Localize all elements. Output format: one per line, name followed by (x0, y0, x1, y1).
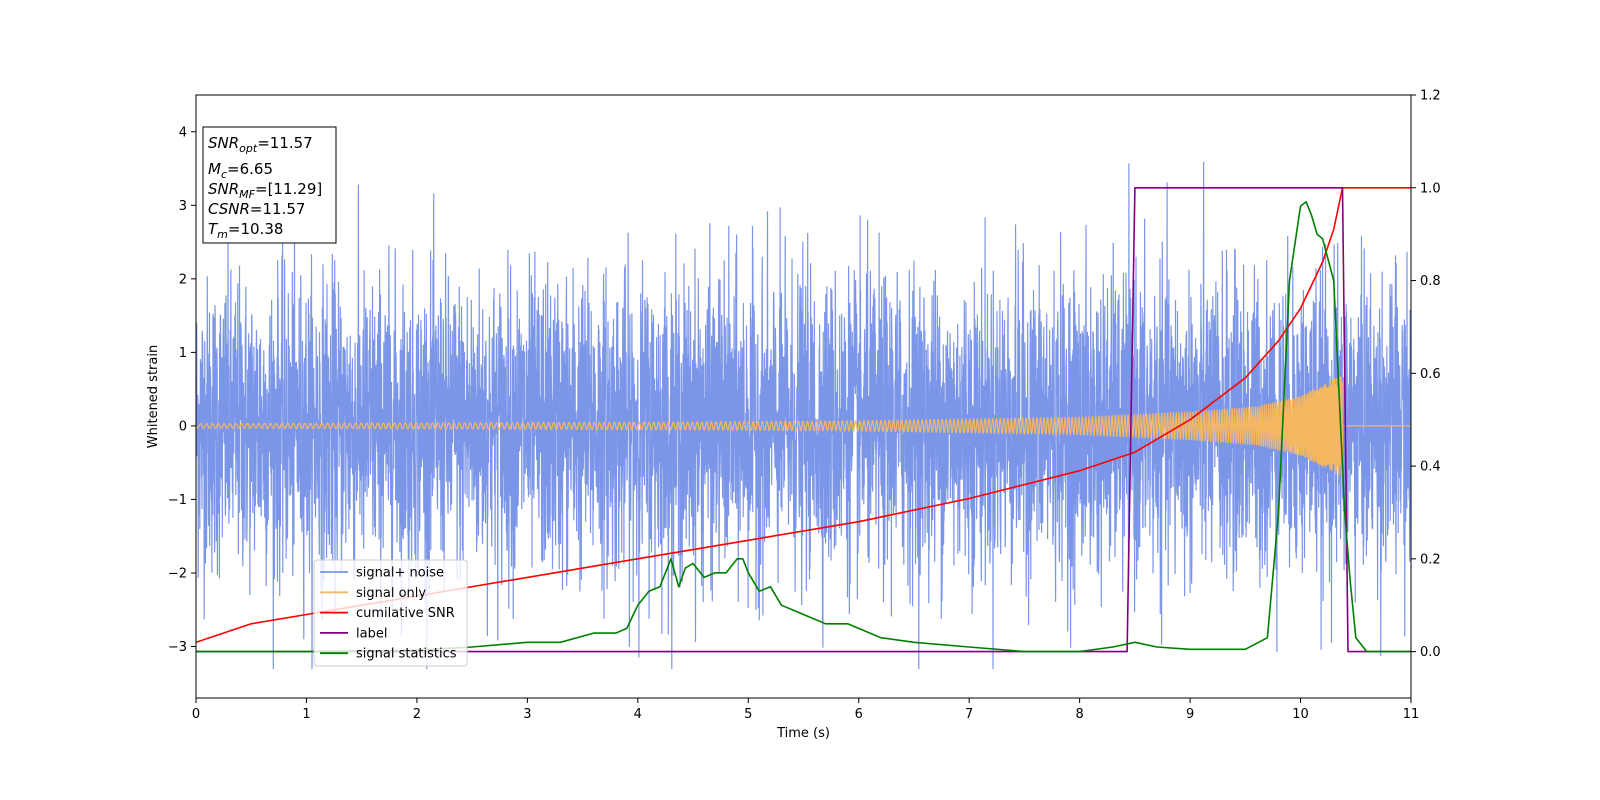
y2-tick-label: 0.2 (1420, 552, 1441, 567)
x-tick-label: 8 (1075, 707, 1083, 722)
x-tick-label: 4 (634, 707, 642, 722)
x-ticks: 0 1 2 3 4 5 6 7 8 9 10 11 (192, 698, 1419, 722)
csnr-label: CSNR (208, 200, 250, 218)
x-tick-label: 6 (855, 707, 863, 722)
snr-mf-label: SNR (208, 180, 239, 198)
x-tick-label: 3 (523, 707, 531, 722)
y-tick-label: 0 (179, 419, 187, 434)
snr-mf-sub: MF (239, 188, 255, 201)
info-box: SNRopt=11.57 Mc=6.65 SNRMF=[11.29] CSNR=… (202, 126, 337, 244)
y-tick-label: 2 (179, 272, 187, 287)
snr-opt-label: SNR (208, 134, 239, 152)
y-tick-label: 4 (179, 125, 187, 140)
x-tick-label: 9 (1186, 707, 1194, 722)
x-axis-label: Time (s) (776, 726, 830, 741)
snr-opt-sub: opt (239, 142, 258, 155)
series-label (196, 187, 1411, 653)
y2-tick-label: 1.2 (1420, 89, 1441, 104)
y-tick-label: −3 (168, 640, 187, 655)
snr-mf-value: =[11.29] (255, 180, 322, 198)
legend-label: cumilative SNR (356, 606, 455, 621)
tm-sub: m (217, 228, 228, 241)
y2-tick-label: 1.0 (1420, 181, 1441, 196)
x-tick-label: 7 (965, 707, 973, 722)
tm-annotation: Tm=10.38 (208, 220, 283, 241)
legend-frame (313, 559, 468, 667)
mc-label: M (208, 160, 221, 178)
series-signal-noise (196, 161, 1411, 670)
y2-tick-label: 0.4 (1420, 460, 1441, 475)
x-tick-label: 1 (302, 707, 310, 722)
mc-sub: c (221, 168, 227, 181)
snr-opt-annotation: SNRopt=11.57 (208, 134, 313, 155)
tm-label: T (208, 220, 219, 238)
legend-label: signal only (356, 586, 426, 601)
tm-value: =10.38 (228, 220, 284, 238)
y2-ticks: 0.0 0.2 0.4 0.6 0.8 1.0 1.2 (1411, 89, 1441, 660)
y-tick-label: 3 (179, 199, 187, 214)
csnr-annotation: CSNR=11.57 (208, 200, 305, 218)
series-signal-only (196, 376, 1411, 478)
y-tick-label: −2 (168, 566, 187, 581)
x-tick-label: 11 (1403, 707, 1420, 722)
y2-tick-label: 0.8 (1420, 274, 1441, 289)
y2-tick-label: 0.6 (1420, 367, 1441, 382)
y-axis-label: Whitened strain (146, 345, 161, 448)
snr-mf-annotation: SNRMF=[11.29] (208, 180, 322, 201)
y-tick-label: 1 (179, 346, 187, 361)
x-tick-label: 10 (1292, 707, 1309, 722)
mc-value: =6.65 (227, 160, 273, 178)
legend: signal+ noise signal only cumilative SNR la… (313, 559, 468, 667)
legend-label: signal statistics (356, 647, 457, 662)
y2-tick-label: 0.0 (1420, 645, 1441, 660)
csnr-value: =11.57 (250, 200, 306, 218)
x-tick-label: 5 (744, 707, 752, 722)
mc-annotation: Mc=6.65 (208, 160, 273, 181)
series-signal-statistics (196, 200, 1411, 653)
y-ticks: −3 −2 −1 0 1 2 3 4 (168, 125, 196, 655)
x-tick-label: 0 (192, 707, 200, 722)
y-tick-label: −1 (168, 493, 187, 508)
info-box-frame (202, 126, 337, 244)
axes-frame (195, 94, 1412, 699)
snr-opt-value: =11.57 (257, 134, 313, 152)
legend-label: signal+ noise (356, 566, 444, 581)
x-tick-label: 2 (413, 707, 421, 722)
legend-label: label (356, 626, 387, 641)
